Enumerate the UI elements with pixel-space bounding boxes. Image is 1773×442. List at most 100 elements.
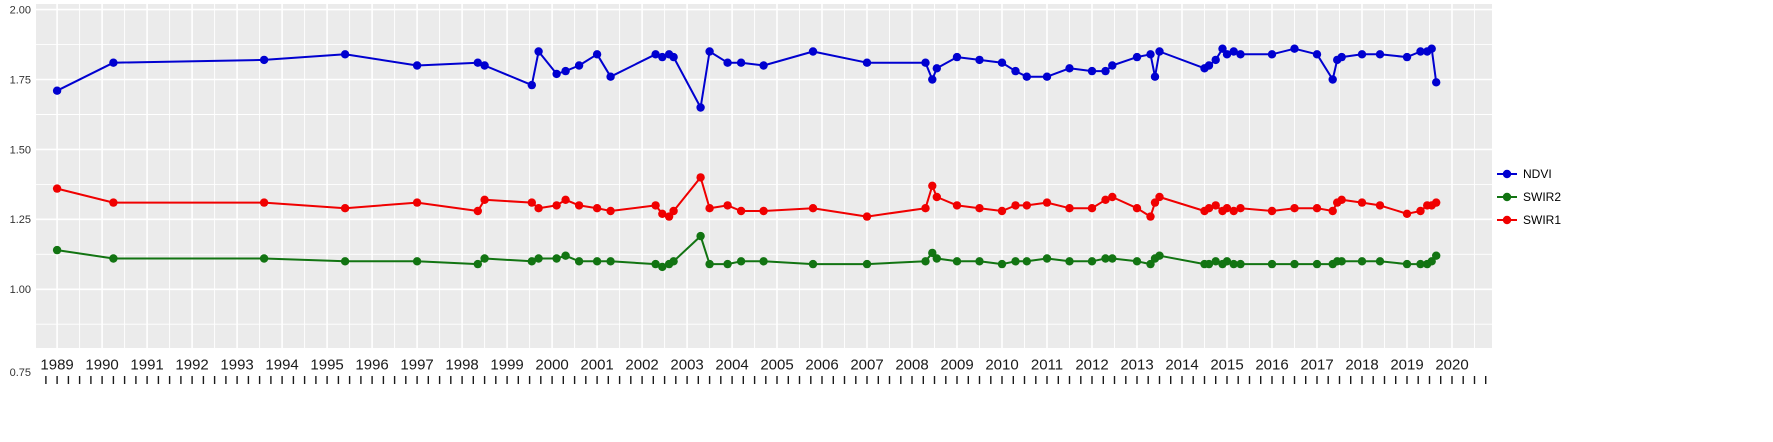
data-point-ndvi xyxy=(1132,52,1142,62)
data-point-swir2 xyxy=(1312,259,1322,269)
legend-item-swir2: SWIR2 xyxy=(1496,189,1561,205)
data-point-ndvi xyxy=(552,69,561,79)
data-point-swir1 xyxy=(1267,206,1277,216)
x-tick-label: 1996 xyxy=(355,356,388,373)
data-point-ndvi xyxy=(997,58,1007,67)
data-point-swir2 xyxy=(928,248,937,258)
data-point-ndvi xyxy=(736,58,746,67)
data-point-swir2 xyxy=(52,245,62,255)
y-tick-label: 1.75 xyxy=(10,74,31,86)
data-point-ndvi xyxy=(534,47,543,56)
data-point-swir2 xyxy=(1101,254,1110,263)
x-tick-label: 2001 xyxy=(580,356,613,373)
data-point-ndvi xyxy=(862,58,872,67)
data-point-swir2 xyxy=(651,259,660,269)
data-point-swir2 xyxy=(1290,259,1299,269)
data-point-ndvi xyxy=(473,58,482,67)
data-point-ndvi xyxy=(1402,52,1412,62)
data-point-swir2 xyxy=(1267,259,1277,269)
data-point-swir1 xyxy=(259,198,269,207)
data-point-ndvi xyxy=(1267,50,1277,59)
data-point-ndvi xyxy=(1218,44,1227,53)
data-point-swir1 xyxy=(1022,201,1031,210)
data-point-swir1 xyxy=(1337,195,1346,204)
data-point-ndvi xyxy=(1222,50,1232,59)
data-point-swir2 xyxy=(1204,259,1214,269)
data-point-ndvi xyxy=(1375,50,1385,59)
data-point-ndvi xyxy=(1328,75,1337,84)
data-point-swir2 xyxy=(759,257,768,266)
data-point-swir2 xyxy=(705,259,714,269)
x-tick-label: 2012 xyxy=(1075,356,1108,373)
data-point-swir1 xyxy=(997,206,1007,216)
data-point-swir1 xyxy=(1155,192,1164,202)
data-point-ndvi xyxy=(527,80,536,90)
legend-item-ndvi: NDVI xyxy=(1496,166,1561,182)
legend-label-swir1: SWIR1 xyxy=(1523,213,1562,227)
data-point-swir1 xyxy=(669,206,678,216)
data-point-swir1 xyxy=(340,204,350,213)
data-point-swir1 xyxy=(932,192,941,202)
data-point-swir1 xyxy=(696,173,705,182)
data-point-swir1 xyxy=(1101,195,1110,204)
data-point-swir2 xyxy=(1146,259,1155,269)
legend-item-swir1: SWIR1 xyxy=(1496,212,1561,228)
data-point-ndvi xyxy=(1146,50,1155,59)
x-tick-label: 1994 xyxy=(265,356,298,373)
data-point-swir2 xyxy=(997,259,1007,269)
data-point-swir2 xyxy=(1011,257,1020,266)
data-point-ndvi xyxy=(574,61,584,70)
y-tick-label: 0.75 xyxy=(10,367,31,379)
data-point-swir1 xyxy=(1312,204,1322,213)
data-point-ndvi xyxy=(412,61,422,70)
data-point-swir1 xyxy=(561,195,570,204)
data-point-ndvi xyxy=(1416,47,1425,56)
data-point-ndvi xyxy=(651,50,660,59)
data-point-swir1 xyxy=(928,181,937,190)
data-point-swir1 xyxy=(473,206,482,216)
y-tick-label: 1.25 xyxy=(10,214,31,226)
data-point-swir2 xyxy=(561,251,570,260)
data-point-swir2 xyxy=(606,257,615,266)
data-point-ndvi xyxy=(480,61,489,70)
data-point-swir1 xyxy=(1222,204,1232,213)
x-tick-label: 2019 xyxy=(1390,356,1423,373)
data-point-swir1 xyxy=(1402,209,1412,218)
x-tick-label: 2008 xyxy=(895,356,928,373)
data-point-swir1 xyxy=(480,195,489,204)
data-point-swir1 xyxy=(1087,204,1097,213)
data-point-swir1 xyxy=(592,204,602,213)
x-tick-label: 2002 xyxy=(625,356,658,373)
data-point-swir1 xyxy=(921,204,930,213)
data-point-swir1 xyxy=(952,201,962,210)
data-point-swir2 xyxy=(1211,257,1220,266)
x-tick-label: 2009 xyxy=(940,356,973,373)
data-point-ndvi xyxy=(759,61,768,70)
data-point-swir2 xyxy=(808,259,818,269)
data-point-ndvi xyxy=(606,72,615,81)
data-point-swir1 xyxy=(552,201,561,210)
data-point-ndvi xyxy=(1204,61,1214,70)
data-point-swir2 xyxy=(1236,259,1245,269)
x-tick-label: 1992 xyxy=(175,356,208,373)
data-point-swir2 xyxy=(1065,257,1074,266)
data-point-swir1 xyxy=(1290,204,1299,213)
y-tick-label: 1.00 xyxy=(10,284,31,296)
data-point-swir1 xyxy=(1132,204,1142,213)
x-tick-label: 2020 xyxy=(1435,356,1468,373)
x-tick-label: 2013 xyxy=(1120,356,1153,373)
data-point-swir2 xyxy=(592,257,602,266)
legend: NDVI SWIR2 SWIR1 xyxy=(1496,166,1561,228)
data-point-ndvi xyxy=(932,64,941,73)
data-point-swir1 xyxy=(1416,206,1425,216)
data-point-swir2 xyxy=(1022,257,1031,266)
data-point-swir2 xyxy=(412,257,422,266)
data-point-ndvi xyxy=(1011,66,1020,76)
data-point-ndvi xyxy=(1432,78,1441,87)
data-point-swir2 xyxy=(1337,257,1346,266)
legend-key-swir1-icon xyxy=(1497,215,1517,225)
data-point-swir1 xyxy=(1229,206,1238,216)
data-point-swir1 xyxy=(651,201,660,210)
y-tick-label: 1.50 xyxy=(10,144,31,156)
